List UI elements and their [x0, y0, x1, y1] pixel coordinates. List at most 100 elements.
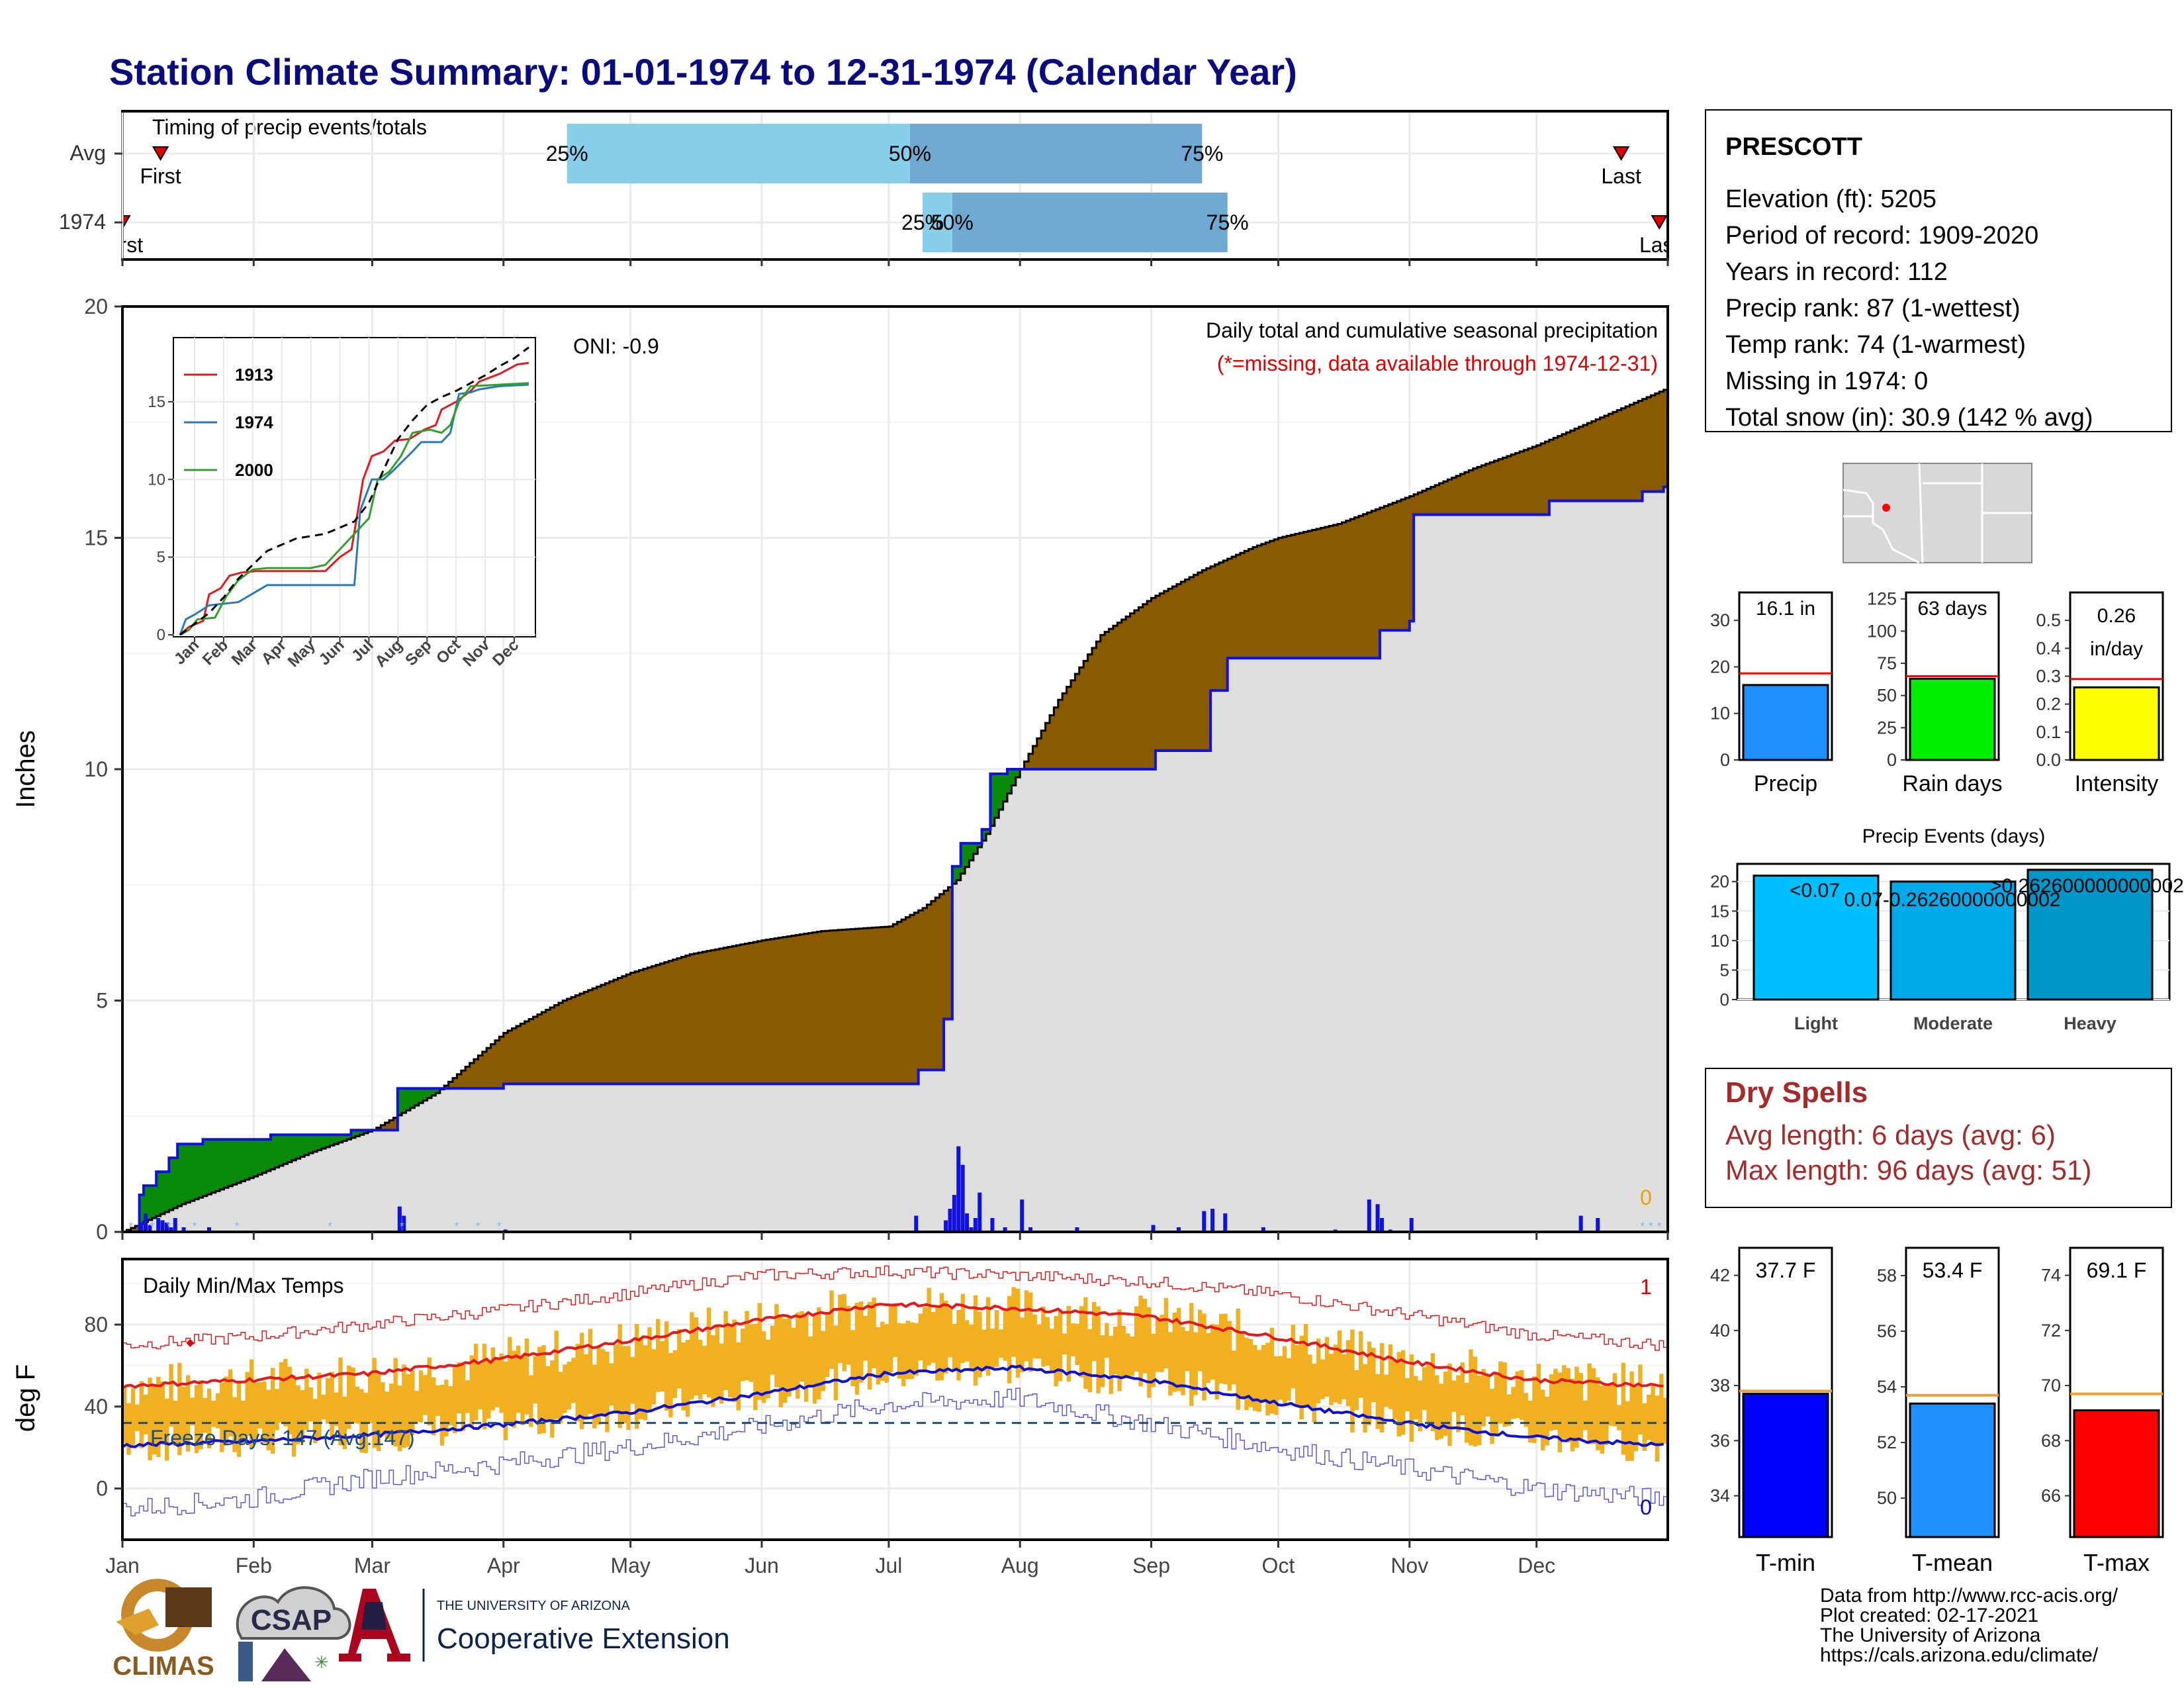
temp-chart: 0 40 80 Daily Min/Max Temps deg F Freeze D… — [11, 1258, 1669, 1577]
mini-bar-name: Precip — [1754, 771, 1817, 796]
mini-bar-tick: 0.4 — [2036, 638, 2061, 658]
station-marker — [1882, 504, 1890, 512]
month-tick-label: Oct — [1262, 1554, 1295, 1577]
mini-bar-tick: 100 — [1867, 621, 1897, 641]
temp-bar-tick: 40 — [1710, 1321, 1730, 1340]
timing-p50-label: 50% — [889, 142, 931, 165]
avg-max-temp-line — [122, 1301, 1664, 1389]
timing-bar-q2 — [909, 124, 1203, 183]
logo-strip: CLIMAS CSAP ✳ THE UNIVERSITY OF ARIZONA … — [113, 1579, 730, 1681]
main-ylabel: Inches — [11, 730, 40, 808]
daily-precip-bar — [143, 1213, 148, 1232]
missing-count: 0 — [1640, 1186, 1652, 1209]
temp-bar-t-max — [2073, 1409, 2160, 1538]
daily-precip-bar — [169, 1227, 173, 1232]
record-high-marker — [186, 1338, 195, 1347]
temp-bar-value: 37.7 F — [1756, 1258, 1816, 1282]
svg-text:✳: ✳ — [314, 1652, 329, 1672]
main-chart-title: Daily total and cumulative seasonal prec… — [1206, 318, 1658, 342]
svg-text:CSAP: CSAP — [251, 1604, 332, 1636]
timing-bar-q2 — [952, 193, 1228, 252]
record-max-line — [122, 1265, 1668, 1351]
events-y-tick: 10 — [1710, 931, 1729, 951]
precip-events-title: Precip Events (days) — [1862, 825, 2046, 847]
precip-event-category: Heavy — [2064, 1013, 2116, 1033]
surplus-area — [139, 769, 1021, 1225]
timing-bar-q1 — [567, 124, 910, 183]
temp-bar-tick: 34 — [1710, 1486, 1730, 1506]
mini-bar-tick: 0.0 — [2036, 750, 2061, 770]
precip-event-bar-label: <0.07 — [1790, 880, 1840, 902]
temp-bar-tick: 36 — [1710, 1430, 1730, 1450]
mini-bar-unit: in/day — [2090, 638, 2143, 660]
timing-p75-label: 75% — [1181, 142, 1223, 165]
inset-y-tick: 0 — [157, 626, 165, 644]
credit-line: The University of Arizona — [1820, 1624, 2041, 1646]
daily-precip-bar — [1003, 1227, 1007, 1232]
precip-events-chart: Precip Events (days) 0 5 10 15 20 Light Modera… — [1710, 825, 2184, 1033]
events-y-tick: 0 — [1720, 990, 1729, 1009]
oni-label: ONI: -0.9 — [573, 334, 659, 358]
snow-marker: * — [128, 1220, 133, 1233]
freeze-days-label: Freeze Days: 147 (Avg:147) — [150, 1426, 415, 1450]
temp-bar-tick: 66 — [2041, 1486, 2061, 1506]
daily-precip-bar — [181, 1227, 186, 1232]
daily-precip-bar — [948, 1209, 952, 1232]
temp-bar-tick: 56 — [1877, 1321, 1897, 1341]
mini-bar-tick: 0 — [1887, 750, 1897, 770]
daily-precip-bar — [973, 1218, 978, 1232]
timing-label: Timing of precip events/totals — [152, 115, 427, 139]
daily-precip-bar — [1261, 1227, 1265, 1232]
daily-precip-bar — [139, 1223, 144, 1232]
mini-bar-name: Intensity — [2075, 771, 2159, 796]
average-cumulative-line — [122, 389, 1668, 1233]
snow-marker: * — [455, 1220, 459, 1233]
daily-precip-bar — [402, 1215, 406, 1232]
daily-precip-bar — [944, 1220, 948, 1232]
daily-precip-bar — [206, 1227, 211, 1232]
daily-precip-bar — [914, 1215, 919, 1232]
daily-precip-bar — [1151, 1225, 1156, 1232]
daily-precip-bar — [160, 1220, 165, 1232]
precip-event-bar-heavy — [2026, 868, 2154, 1001]
timing-p25-label: 25% — [546, 142, 588, 165]
month-tick-label: Feb — [236, 1554, 272, 1577]
inset-legend-label: 1913 — [235, 365, 273, 385]
daily-precip-bar — [1075, 1227, 1079, 1232]
temp-bar-tick: 74 — [2041, 1266, 2061, 1286]
daily-precip-bar — [1367, 1199, 1371, 1232]
dry-spells-max: Max length: 96 days (avg: 51) — [1725, 1154, 2091, 1186]
record-min-line — [122, 1387, 1668, 1517]
temp-bar-tick: 68 — [2041, 1430, 2061, 1450]
daily-precip-bar — [1176, 1227, 1181, 1232]
first-event-marker — [152, 146, 169, 161]
temp-bar-tick: 52 — [1877, 1432, 1897, 1452]
daily-precip-bar — [148, 1225, 152, 1232]
record-low-count: 0 — [1640, 1495, 1652, 1519]
temperature-summary-bars: 34 36 38 40 42 37.7 F T-min 50 52 54 56 58 53.4 F T-m… — [1710, 1246, 2164, 1576]
svg-text:CLIMAS: CLIMAS — [113, 1652, 214, 1681]
daily-precip-bar — [164, 1223, 169, 1232]
temp-y-tick: 80 — [84, 1313, 108, 1336]
temp-bar-tick: 50 — [1877, 1488, 1897, 1508]
station-location-map — [1843, 463, 2032, 564]
observed-cumulative-area — [122, 487, 1668, 1232]
month-tick-label: Jan — [105, 1554, 140, 1577]
snow-marker: * — [497, 1220, 502, 1233]
inset-y-tick: 15 — [148, 393, 165, 411]
svg-text:THE UNIVERSITY OF ARIZONA: THE UNIVERSITY OF ARIZONA — [437, 1599, 631, 1613]
daily-precip-bar — [1379, 1218, 1384, 1232]
station-line: Total snow (in): 30.9 (142 % avg) — [1725, 404, 2093, 432]
timing-p50-label: 50% — [931, 211, 974, 234]
month-tick-label: Mar — [354, 1554, 390, 1577]
snow-marker: * — [1640, 1220, 1645, 1233]
snow-marker: * — [234, 1220, 239, 1233]
inset-series-average — [179, 346, 529, 636]
temp-title: Daily Min/Max Temps — [143, 1274, 343, 1297]
dry-spells-box: Dry Spells Avg length: 6 days (avg: 6) M… — [1705, 1068, 2172, 1208]
month-tick-label: Jun — [745, 1554, 779, 1577]
timing-panel: Timing of precip events/totals 25% 50% 75%… — [59, 110, 1669, 261]
month-tick-label: Aug — [1001, 1554, 1039, 1577]
main-chart-subtitle: (*=missing, data available through 1974-… — [1217, 352, 1658, 375]
inset-y-tick: 5 — [157, 549, 165, 567]
